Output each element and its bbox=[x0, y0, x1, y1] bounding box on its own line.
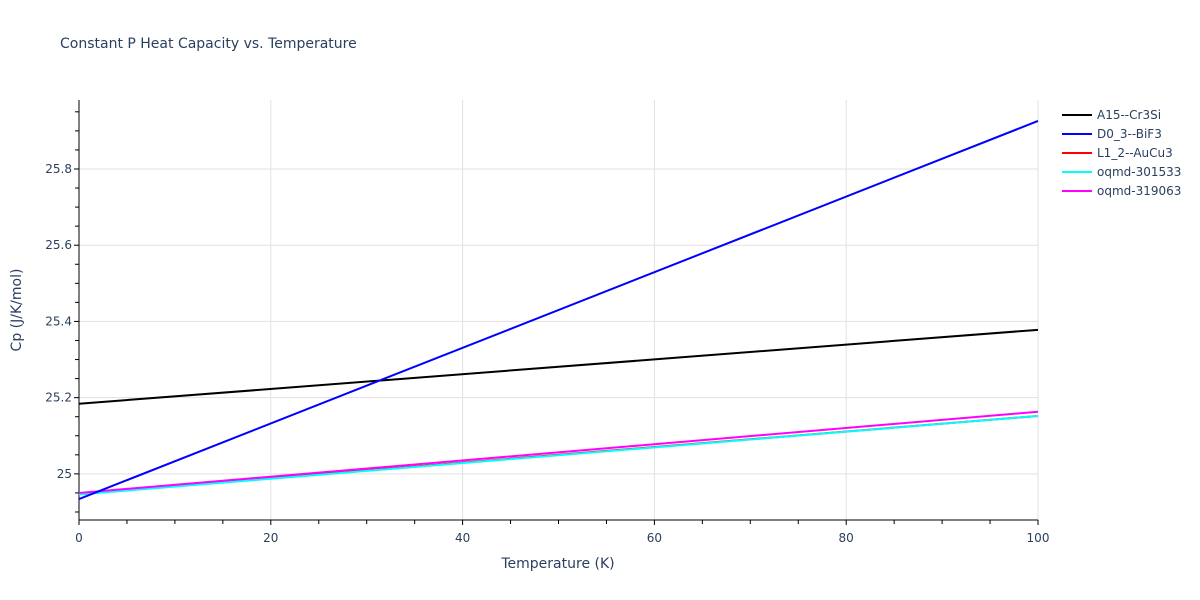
series-line-oqmd-319063[interactable] bbox=[78, 410, 1039, 494]
y-tick-label: 25 bbox=[57, 467, 72, 481]
axes: 0 20 40 60 80 100 25 25.2 25.4 25.6 25.8 bbox=[45, 100, 1049, 545]
legend-label: oqmd-301533 bbox=[1097, 165, 1181, 179]
y-tick-label: 25.8 bbox=[45, 162, 72, 176]
y-tick-label: 25.2 bbox=[45, 391, 72, 405]
series-line-oqmd-301533[interactable] bbox=[78, 414, 1039, 496]
legend-label: D0_3--BiF3 bbox=[1097, 127, 1162, 141]
y-axis-title: Cp (J/K/mol) bbox=[9, 269, 25, 352]
chart-title: Constant P Heat Capacity vs. Temperature bbox=[60, 36, 357, 52]
x-tick-label: 40 bbox=[455, 531, 470, 545]
x-tick-label: 80 bbox=[839, 531, 854, 545]
x-tick-label: 0 bbox=[75, 531, 83, 545]
series-line-a15-cr3si[interactable] bbox=[78, 328, 1039, 405]
legend-item[interactable]: L1_2--AuCu3 bbox=[1062, 146, 1173, 160]
legend-item[interactable]: D0_3--BiF3 bbox=[1062, 127, 1162, 141]
legend-label: L1_2--AuCu3 bbox=[1097, 146, 1173, 160]
y-tick-label: 25.6 bbox=[45, 238, 72, 252]
x-tick-label: 20 bbox=[263, 531, 278, 545]
x-axis-title: Temperature (K) bbox=[500, 556, 614, 572]
x-tick-label: 60 bbox=[647, 531, 662, 545]
legend-label: A15--Cr3Si bbox=[1097, 108, 1161, 122]
y-tick-label: 25.4 bbox=[45, 314, 72, 328]
legend-label: oqmd-319063 bbox=[1097, 184, 1181, 198]
grid-lines bbox=[79, 100, 1039, 520]
legend: A15--Cr3Si D0_3--BiF3 L1_2--AuCu3 oqmd-3015… bbox=[1062, 108, 1181, 198]
plot-series bbox=[78, 120, 1039, 500]
legend-item[interactable]: A15--Cr3Si bbox=[1062, 108, 1161, 122]
legend-item[interactable]: oqmd-319063 bbox=[1062, 184, 1181, 198]
x-tick-label: 100 bbox=[1027, 531, 1050, 545]
legend-item[interactable]: oqmd-301533 bbox=[1062, 165, 1181, 179]
series-line-d0-3-bif3[interactable] bbox=[78, 120, 1039, 500]
